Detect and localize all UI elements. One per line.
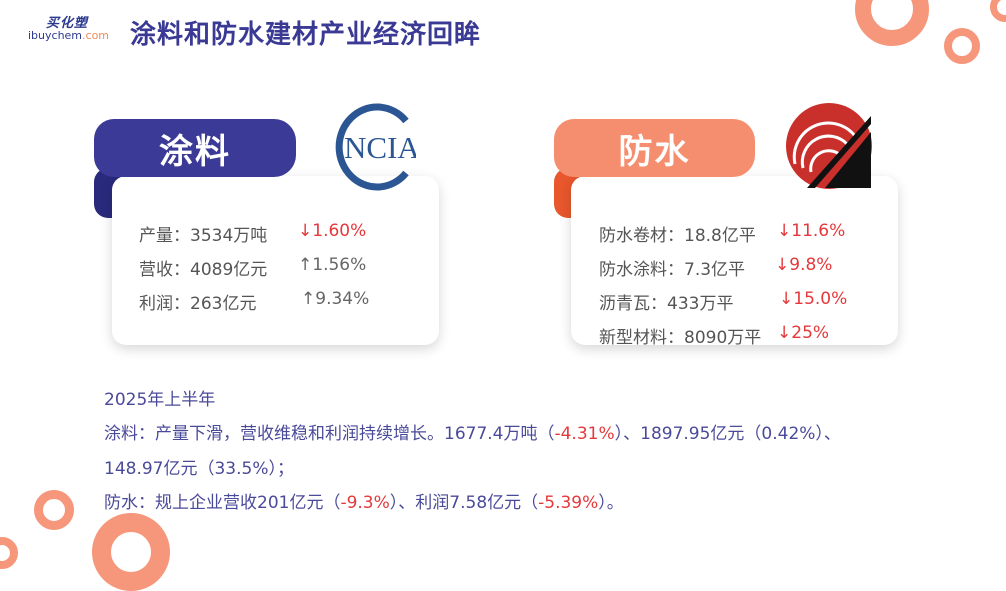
change-value: 25%: [791, 323, 830, 343]
logo-cn-text: 买化塑: [46, 16, 89, 31]
waterproof-row: 防水涂料：7.3亿平 ↓9.8%: [599, 255, 832, 280]
coatings-card: [112, 176, 439, 345]
summary-text: 防水：规上企业营收201亿元（: [104, 493, 341, 513]
change-value: 11.6%: [791, 221, 846, 241]
summary-negative-value: -4.31%: [554, 424, 615, 444]
summary-negative-value: -9.3%: [340, 493, 390, 513]
summary-text: ）、1897.95亿元（0.42%）、: [614, 424, 841, 444]
summary-period: 2025年上半年: [104, 390, 216, 410]
summary-coatings-line: 148.97亿元（33.5%）；: [104, 459, 294, 479]
logo-en-suffix: .com: [82, 29, 110, 42]
deco-ring: [92, 513, 170, 591]
stat-change: ↓25%: [777, 323, 829, 343]
change-value: 1.60%: [312, 221, 367, 241]
arrow-down-icon: ↓: [777, 323, 792, 343]
deco-ring: [0, 537, 18, 569]
logo-en-main: ibuychem: [28, 29, 83, 42]
summary-negative-value: -5.39%: [538, 493, 599, 513]
arrow-down-icon: ↓: [777, 221, 792, 241]
stat-change: ↓11.6%: [777, 221, 845, 241]
stat-change: ↑9.34%: [301, 289, 369, 309]
stat-label: 营收：4089亿元: [139, 260, 268, 280]
stat-label: 产量：3534万吨: [139, 226, 268, 246]
waterproof-row: 新型材料：8090万平 ↓25%: [599, 323, 829, 348]
waterproof-card: [571, 176, 898, 345]
waterproof-logo-icon: [786, 103, 872, 189]
coatings-row: 利润：263亿元 ↑9.34%: [139, 289, 369, 314]
deco-ring: [34, 490, 74, 530]
coatings-row: 营收：4089亿元 ↑1.56%: [139, 255, 366, 280]
ncia-logo-icon: NCIA: [335, 103, 416, 191]
change-value: 9.34%: [315, 289, 370, 309]
deco-ring: [855, 0, 929, 46]
summary-waterproof-line: 防水：规上企业营收201亿元（-9.3%）、利润7.58亿元（-5.39%）。: [104, 488, 624, 513]
coatings-row: 产量：3534万吨 ↓1.60%: [139, 221, 366, 246]
waterproof-row: 沥青瓦：433万平 ↓15.0%: [599, 289, 847, 314]
change-value: 1.56%: [312, 255, 367, 275]
stat-change: ↑1.56%: [298, 255, 366, 275]
arrow-up-icon: ↑: [301, 289, 316, 309]
arrow-down-icon: ↓: [779, 289, 794, 309]
stat-change: ↓9.8%: [775, 255, 832, 275]
summary-text: ）、利润7.58亿元（: [389, 493, 539, 513]
logo-en-text: ibuychem.com: [28, 29, 109, 42]
waterproof-row: 防水卷材：18.8亿平 ↓11.6%: [599, 221, 845, 246]
stat-label: 新型材料：8090万平: [599, 328, 762, 348]
change-value: 9.8%: [789, 255, 833, 275]
ibuychem-logo: 买化塑 ibuychem.com: [28, 12, 114, 46]
summary-text: ）。: [598, 493, 624, 513]
deco-ring: [990, 0, 1006, 22]
arrow-up-icon: ↑: [298, 255, 313, 275]
stat-label: 沥青瓦：433万平: [599, 294, 734, 314]
stat-label: 防水卷材：18.8亿平: [599, 226, 756, 246]
arrow-down-icon: ↓: [298, 221, 313, 241]
stat-label: 利润：263亿元: [139, 294, 257, 314]
waterproof-banner: 防水: [554, 119, 755, 177]
ncia-logo-text: NCIA: [344, 130, 416, 165]
summary-text: 涂料：产量下滑，营收维稳和利润持续增长。1677.4万吨（: [104, 424, 555, 444]
stat-change: ↓15.0%: [779, 289, 847, 309]
deco-ring: [944, 28, 980, 64]
stat-label: 防水涂料：7.3亿平: [599, 260, 746, 280]
page-title: 涂料和防水建材产业经济回眸: [130, 20, 482, 50]
arrow-down-icon: ↓: [775, 255, 790, 275]
coatings-banner: 涂料: [94, 119, 296, 177]
stat-change: ↓1.60%: [298, 221, 366, 241]
change-value: 15.0%: [793, 289, 848, 309]
summary-coatings-line: 涂料：产量下滑，营收维稳和利润持续增长。1677.4万吨（-4.31%）、189…: [104, 419, 841, 444]
